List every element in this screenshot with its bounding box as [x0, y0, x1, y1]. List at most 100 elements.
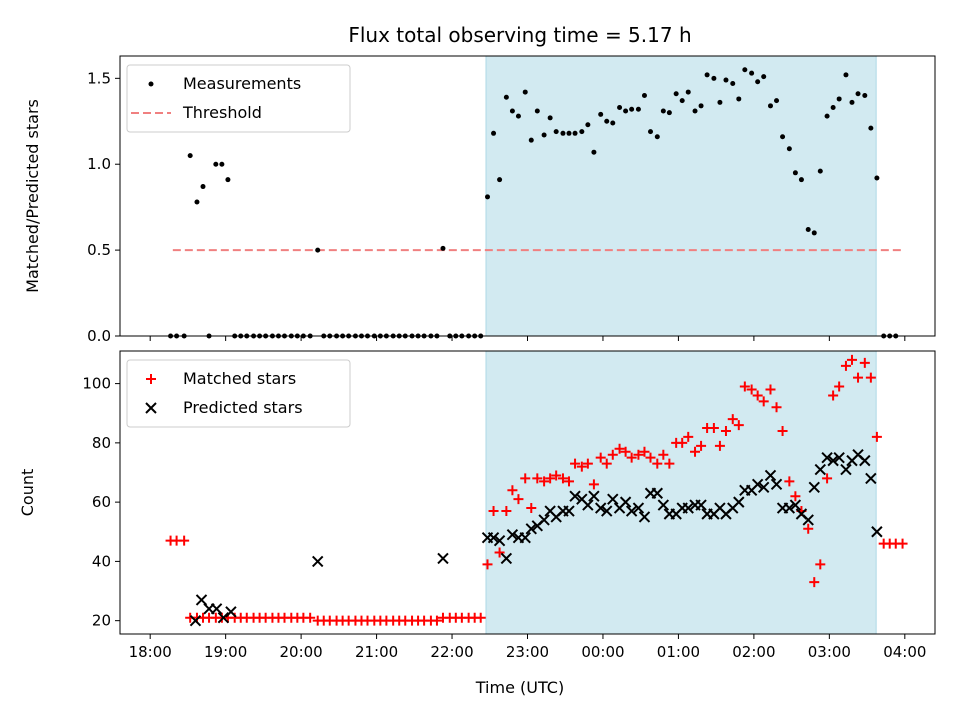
measurement-point	[440, 245, 446, 251]
matched-star-point	[683, 431, 694, 442]
measurement-point	[491, 130, 497, 136]
predicted-star-point	[601, 505, 613, 517]
measurement-point	[604, 118, 610, 124]
measurement-point	[641, 93, 647, 99]
x-tick-label: 01:00	[657, 643, 700, 661]
predicted-star-point	[487, 531, 500, 544]
measurement-point	[780, 134, 786, 140]
measurement-point	[219, 161, 225, 167]
measurement-point	[730, 80, 736, 86]
predicted-star-point	[733, 496, 745, 508]
measurement-point	[679, 98, 685, 104]
matched-star-point	[501, 506, 512, 517]
predicted-star-point	[189, 614, 202, 627]
matched-star-point	[790, 491, 801, 502]
measurement-point	[566, 130, 572, 136]
measurement-point	[755, 79, 761, 85]
y-axis-label: Count	[18, 469, 37, 517]
matched-star-point	[809, 577, 820, 588]
matched-star-point	[865, 372, 876, 383]
predicted-star-point	[827, 454, 839, 467]
matched-star-point	[746, 384, 757, 395]
matched-star-point	[803, 523, 814, 534]
predicted-star-point	[493, 534, 506, 547]
matched-star-point	[482, 559, 493, 570]
measurement-point	[692, 108, 698, 114]
matched-star-point	[639, 446, 650, 457]
observing-span-shade	[485, 55, 877, 337]
bottom-panel: 18:00 19:00 20:00 21:00 22:00 23:00 00:00 01:00…	[18, 350, 936, 661]
measurement-point	[761, 74, 767, 80]
matched-star-point	[475, 612, 486, 623]
predicted-star-point	[217, 611, 230, 624]
matched-star-point	[777, 426, 788, 437]
measurement-point	[579, 129, 585, 135]
matched-star-point	[664, 458, 675, 469]
matched-star-point	[532, 473, 543, 484]
matched-star-point	[595, 452, 606, 463]
predicted-star-point	[651, 487, 664, 499]
legend-predicted-marker	[145, 402, 157, 414]
y-tick-label: 1.5	[87, 69, 111, 87]
legend-measurement-marker	[148, 81, 154, 87]
measurement-point	[591, 149, 597, 155]
measurement-point	[673, 91, 679, 97]
matched-star-point	[576, 461, 587, 472]
measurement-point	[817, 168, 823, 174]
measurement-point	[623, 108, 629, 114]
y-tick-label: 0.5	[87, 241, 111, 259]
measurement-point	[610, 120, 616, 126]
predicted-star-point	[563, 505, 575, 517]
y-tick-label: 100	[82, 375, 111, 393]
measurement-point	[572, 130, 578, 136]
measurement-point	[617, 105, 623, 111]
legend: Matched stars Predicted stars	[126, 359, 351, 428]
predicted-star-point	[506, 529, 519, 541]
measurement-point	[635, 106, 641, 112]
measurement-point	[685, 89, 691, 95]
x-tick-label: 19:00	[204, 643, 247, 661]
matched-star-point	[677, 437, 688, 448]
matched-star-point	[520, 473, 531, 484]
measurement-point	[598, 111, 604, 117]
predicted-star-point	[594, 502, 607, 514]
matched-star-point	[633, 449, 644, 460]
measurement-point	[541, 132, 547, 138]
predicted-star-point	[500, 552, 513, 565]
y-tick-label: 1.0	[87, 155, 111, 173]
matched-star-point	[564, 476, 575, 487]
matched-star-point	[733, 420, 744, 431]
matched-star-point	[620, 446, 631, 457]
legend-matched-marker	[146, 374, 156, 384]
measurement-point	[225, 177, 231, 183]
predicted-star-point	[569, 490, 581, 502]
matched-star-point	[607, 449, 618, 460]
matched-star-point	[494, 547, 505, 558]
measurement-point	[717, 99, 723, 105]
legend-measurements-label: Measurements	[183, 74, 301, 93]
measurement-point	[774, 98, 780, 104]
measurement-point	[855, 91, 861, 97]
matched-star-point	[714, 440, 725, 451]
measurement-point	[723, 77, 729, 83]
x-tick-label: 21:00	[355, 643, 398, 661]
matched-star-point	[582, 458, 593, 469]
predicted-star-point	[607, 493, 619, 505]
x-tick-label: 22:00	[430, 643, 473, 661]
measurement-point	[200, 184, 206, 190]
predicted-star-point	[783, 502, 796, 514]
predicted-star-point	[525, 523, 537, 535]
matched-star-point	[739, 381, 750, 392]
measurement-point	[553, 129, 559, 135]
x-tick-label: 04:00	[883, 643, 926, 661]
measurement-point	[194, 199, 200, 205]
x-tick-label: 18:00	[129, 643, 172, 661]
matched-star-point	[815, 559, 826, 570]
measurement-point	[547, 115, 553, 121]
x-axis-label: Time (UTC)	[475, 678, 564, 697]
matched-star-point	[846, 354, 857, 365]
matched-star-point	[570, 458, 581, 469]
measurement-point	[187, 153, 193, 159]
measurement-point	[767, 103, 773, 109]
